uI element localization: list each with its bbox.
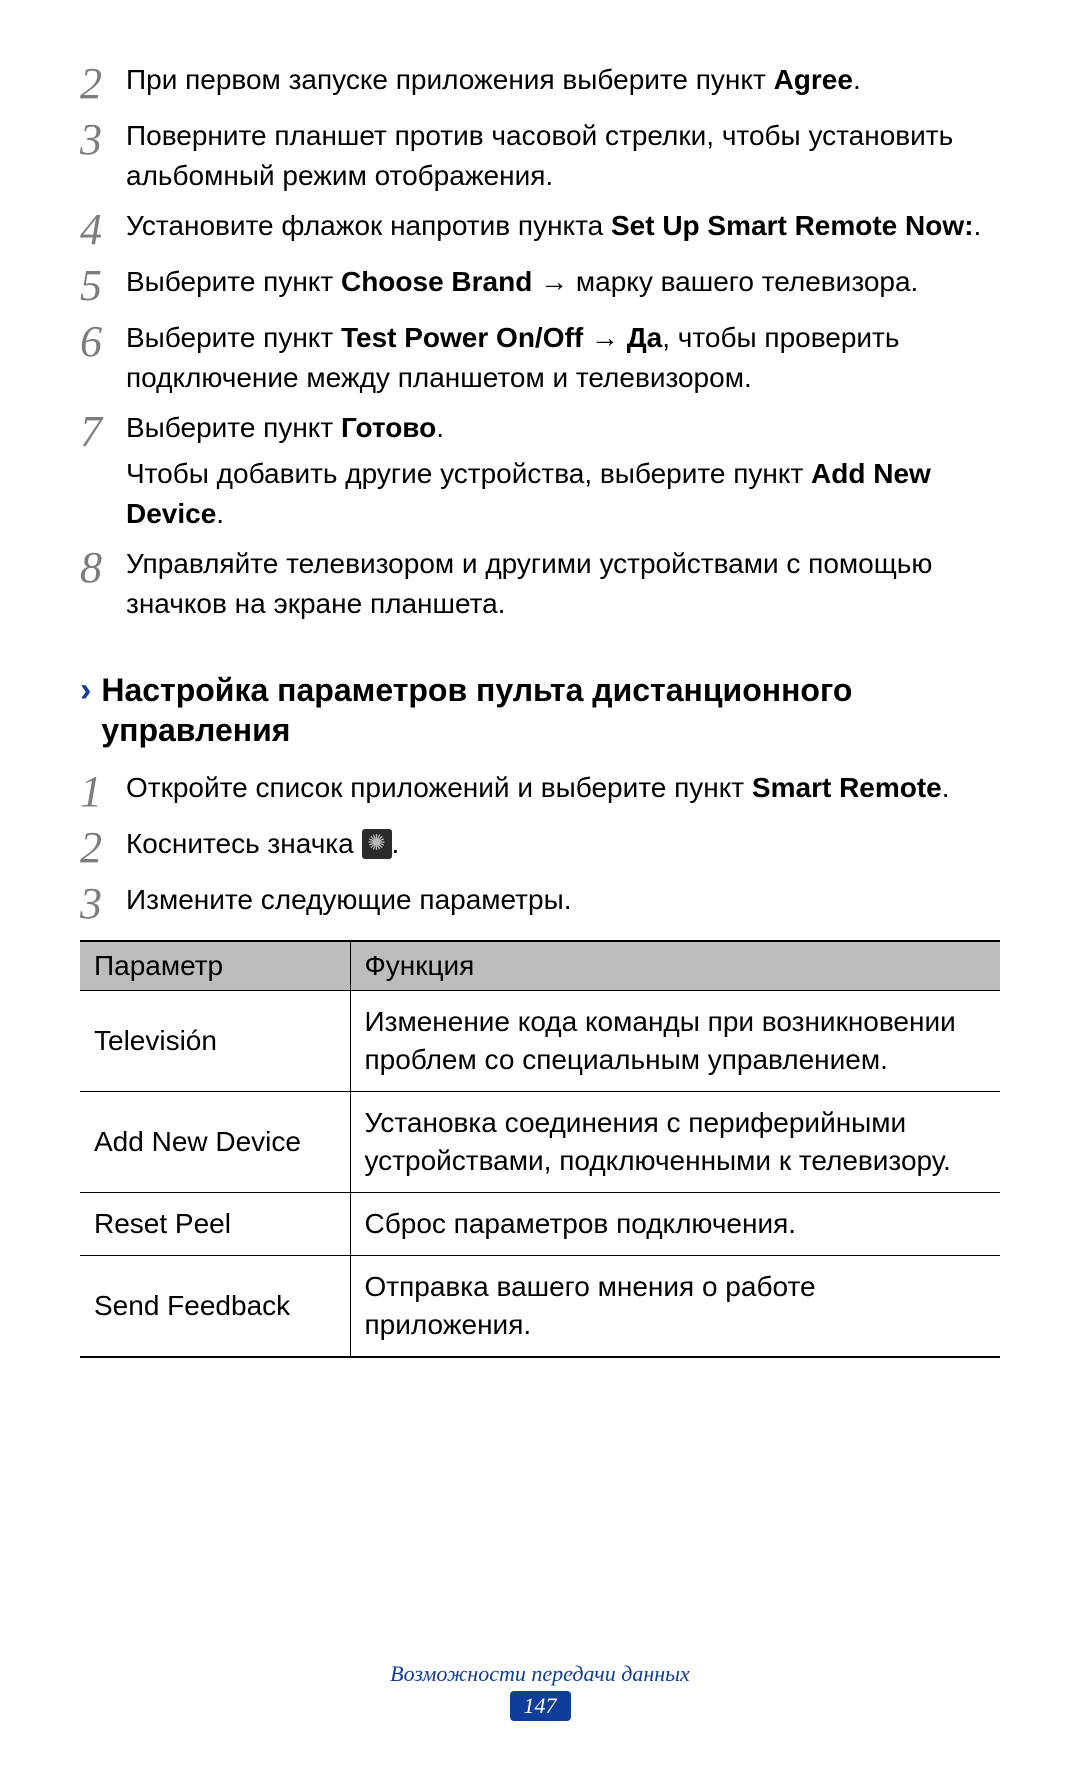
table-cell-func: Отправка вашего мнения о работе приложен… <box>350 1256 1000 1358</box>
step-text: Установите флажок напротив пункта Set Up… <box>126 206 1000 246</box>
step-body: При первом запуске приложения выберите п… <box>126 60 1000 100</box>
text: . <box>973 210 981 241</box>
text: Коснитесь значка <box>126 828 362 859</box>
step-number: 6 <box>80 318 126 364</box>
step-text: Измените следующие параметры. <box>126 880 1000 920</box>
step-body: Выберите пункт Test Power On/Off → Да, ч… <box>126 318 1000 398</box>
text: Чтобы добавить другие устройства, выбери… <box>126 458 811 489</box>
text: . <box>392 828 400 859</box>
step-body: Измените следующие параметры. <box>126 880 1000 920</box>
step-number: 3 <box>80 116 126 162</box>
step: 8Управляйте телевизором и другими устрой… <box>80 544 1000 624</box>
bold-text: Готово <box>341 412 436 443</box>
step-number: 8 <box>80 544 126 590</box>
step-body: Выберите пункт Готово. Чтобы добавить дру… <box>126 408 1000 534</box>
step-number: 1 <box>80 768 126 814</box>
step-body: Установите флажок напротив пункта Set Up… <box>126 206 1000 246</box>
bold-text: Test Power On/Off <box>341 322 583 353</box>
step-text: Выберите пункт Готово. <box>126 408 1000 448</box>
text: Откройте список приложений и выберите пу… <box>126 772 752 803</box>
text: Установите флажок напротив пункта <box>126 210 611 241</box>
bold-text: Agree <box>774 64 853 95</box>
text: Выберите пункт <box>126 412 341 443</box>
step-body: Откройте список приложений и выберите пу… <box>126 768 1000 808</box>
step: 6Выберите пункт Test Power On/Off → Да, … <box>80 318 1000 398</box>
parameters-table: Параметр Функция TelevisiónИзменение код… <box>80 940 1000 1358</box>
text: Выберите пункт <box>126 266 341 297</box>
table-row: Reset PeelСброс параметров подключения. <box>80 1193 1000 1256</box>
table-cell-func: Сброс параметров подключения. <box>350 1193 1000 1256</box>
text: . <box>853 64 861 95</box>
footer-section-title: Возможности передачи данных <box>0 1661 1080 1687</box>
step-number: 2 <box>80 60 126 106</box>
step-body: Коснитесь значка . <box>126 824 1000 864</box>
page-footer: Возможности передачи данных 147 <box>0 1661 1080 1721</box>
text: При первом запуске приложения выберите п… <box>126 64 774 95</box>
step-number: 3 <box>80 880 126 926</box>
table-cell-param: Add New Device <box>80 1092 350 1193</box>
step: 3Поверните планшет против часовой стрелк… <box>80 116 1000 196</box>
text: Управляйте телевизором и другими устройс… <box>126 548 932 619</box>
step-body: Выберите пункт Choose Brand → марку ваше… <box>126 262 1000 302</box>
text: . <box>436 412 444 443</box>
table-cell-param: Send Feedback <box>80 1256 350 1358</box>
step-number: 4 <box>80 206 126 252</box>
bold-text: Set Up Smart Remote Now: <box>611 210 974 241</box>
bold-text: Да <box>627 322 663 353</box>
section-heading-text: Настройка параметров пульта дистанционно… <box>101 670 1000 750</box>
manual-page: 2При первом запуске приложения выберите … <box>0 0 1080 1771</box>
table-header-row: Параметр Функция <box>80 941 1000 991</box>
bold-text: Choose Brand <box>341 266 532 297</box>
step: 1Откройте список приложений и выберите п… <box>80 768 1000 814</box>
step-number: 2 <box>80 824 126 870</box>
step: 3Измените следующие параметры. <box>80 880 1000 926</box>
chevron-icon: › <box>80 670 101 710</box>
text: . <box>942 772 950 803</box>
bold-text: Smart Remote <box>752 772 942 803</box>
gear-icon <box>362 829 392 859</box>
table-row: Add New DeviceУстановка соединения с пер… <box>80 1092 1000 1193</box>
table-cell-func: Установка соединения с периферийными уст… <box>350 1092 1000 1193</box>
step: 7Выберите пункт Готово. Чтобы добавить др… <box>80 408 1000 534</box>
step-text: При первом запуске приложения выберите п… <box>126 60 1000 100</box>
steps-list-a: 2При первом запуске приложения выберите … <box>80 60 1000 624</box>
text: → марку вашего телевизора. <box>532 266 918 297</box>
text: Измените следующие параметры. <box>126 884 571 915</box>
step-text: Управляйте телевизором и другими устройс… <box>126 544 1000 624</box>
step: 5Выберите пункт Choose Brand → марку ваш… <box>80 262 1000 308</box>
step-number: 7 <box>80 408 126 454</box>
text: Выберите пункт <box>126 322 341 353</box>
text: Поверните планшет против часовой стрелки… <box>126 120 953 191</box>
page-number-badge: 147 <box>510 1691 571 1721</box>
step-text: Откройте список приложений и выберите пу… <box>126 768 1000 808</box>
step-body: Управляйте телевизором и другими устройс… <box>126 544 1000 624</box>
section-heading: › Настройка параметров пульта дистанцион… <box>80 670 1000 750</box>
step-text: Выберите пункт Test Power On/Off → Да, ч… <box>126 318 1000 398</box>
step: 4Установите флажок напротив пункта Set U… <box>80 206 1000 252</box>
table-header-param: Параметр <box>80 941 350 991</box>
table-header-func: Функция <box>350 941 1000 991</box>
step-number: 5 <box>80 262 126 308</box>
step-text: Поверните планшет против часовой стрелки… <box>126 116 1000 196</box>
steps-list-b: 1Откройте список приложений и выберите п… <box>80 768 1000 926</box>
text: → <box>583 322 627 353</box>
step-text: Коснитесь значка . <box>126 824 1000 864</box>
table-cell-func: Изменение кода команды при возникновении… <box>350 991 1000 1092</box>
table-cell-param: Televisión <box>80 991 350 1092</box>
text: . <box>216 498 224 529</box>
step: 2Коснитесь значка . <box>80 824 1000 870</box>
table-row: TelevisiónИзменение кода команды при воз… <box>80 991 1000 1092</box>
step-subtext: Чтобы добавить другие устройства, выбери… <box>126 454 1000 534</box>
table-row: Send FeedbackОтправка вашего мнения о ра… <box>80 1256 1000 1358</box>
step-body: Поверните планшет против часовой стрелки… <box>126 116 1000 196</box>
step: 2При первом запуске приложения выберите … <box>80 60 1000 106</box>
table-cell-param: Reset Peel <box>80 1193 350 1256</box>
step-text: Выберите пункт Choose Brand → марку ваше… <box>126 262 1000 302</box>
